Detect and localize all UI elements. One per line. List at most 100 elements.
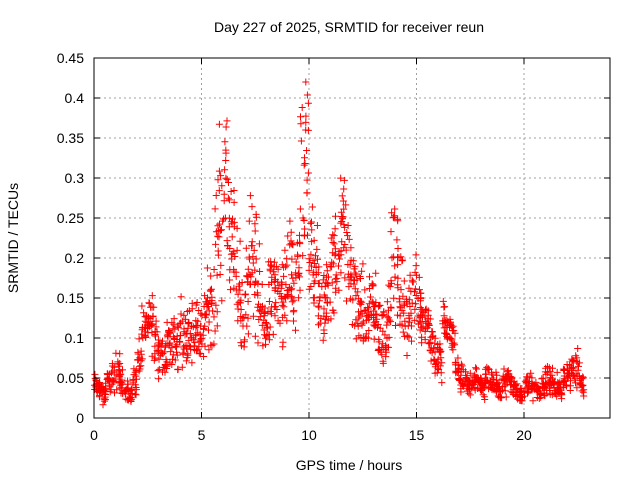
data-point <box>400 309 408 317</box>
data-point <box>180 343 187 351</box>
data-point <box>412 251 420 259</box>
data-point <box>549 364 556 372</box>
data-point <box>329 239 337 246</box>
data-point <box>259 302 266 310</box>
y-tick-label: 0.15 <box>57 290 84 306</box>
data-point <box>200 353 208 360</box>
data-point <box>232 286 240 294</box>
data-point <box>267 310 275 318</box>
data-point <box>365 300 373 308</box>
data-point <box>283 317 291 325</box>
data-point <box>269 268 277 276</box>
data-point <box>310 236 318 244</box>
data-point <box>438 359 446 367</box>
data-point <box>151 354 159 362</box>
data-point <box>255 240 263 248</box>
data-point <box>537 390 545 397</box>
data-point <box>288 255 296 263</box>
data-point <box>405 296 413 304</box>
data-point <box>401 322 409 330</box>
data-point <box>212 240 220 248</box>
data-point <box>226 276 234 284</box>
data-point <box>345 283 353 291</box>
data-point <box>301 225 309 233</box>
data-point <box>569 371 577 379</box>
data-point <box>266 267 274 275</box>
data-point <box>126 387 134 395</box>
data-point <box>302 78 310 86</box>
data-point <box>436 362 444 370</box>
data-point <box>406 271 414 279</box>
data-point <box>394 245 402 252</box>
data-point <box>247 273 255 281</box>
data-point <box>286 217 294 225</box>
x-tick-label: 15 <box>409 427 425 443</box>
data-point <box>290 296 298 304</box>
data-point <box>536 390 544 398</box>
data-point <box>258 321 266 329</box>
data-point <box>373 315 381 323</box>
data-point <box>368 280 376 288</box>
data-point <box>457 371 465 379</box>
data-point <box>161 348 169 356</box>
data-point <box>439 297 447 305</box>
data-point <box>214 232 222 240</box>
data-point <box>171 356 179 364</box>
data-point <box>432 360 440 368</box>
y-tick-label: 0.2 <box>65 250 85 266</box>
data-point <box>188 359 196 367</box>
data-point <box>222 157 230 164</box>
data-point <box>255 300 262 308</box>
data-point <box>481 365 489 373</box>
data-point <box>109 377 117 385</box>
data-point <box>233 300 241 308</box>
data-point <box>339 197 347 205</box>
data-point <box>155 355 163 363</box>
data-point <box>342 246 350 254</box>
data-point <box>363 316 371 324</box>
data-point <box>119 366 126 374</box>
data-point <box>356 299 364 307</box>
data-point <box>233 246 241 254</box>
data-point <box>303 147 311 154</box>
data-point <box>285 286 293 294</box>
data-point <box>283 261 291 269</box>
data-point <box>195 307 203 314</box>
x-tick-label: 5 <box>198 427 206 443</box>
data-point <box>352 271 360 279</box>
data-point <box>295 294 303 302</box>
data-point <box>230 198 238 206</box>
grid-layer <box>94 58 610 418</box>
data-point <box>129 377 137 385</box>
data-point <box>272 299 280 307</box>
data-point <box>290 317 297 325</box>
data-point <box>246 192 254 200</box>
data-point <box>214 251 222 259</box>
data-point <box>542 370 550 378</box>
data-point <box>109 362 117 370</box>
data-point <box>256 268 264 275</box>
data-point <box>477 375 485 383</box>
data-point <box>148 320 156 328</box>
data-point <box>411 285 419 293</box>
data-point <box>272 276 279 284</box>
data-point <box>296 205 304 213</box>
data-point <box>177 293 185 301</box>
data-point <box>306 259 314 266</box>
data-point <box>256 313 264 321</box>
data-point <box>308 203 316 211</box>
data-point <box>217 261 225 269</box>
data-point <box>493 371 501 379</box>
data-point <box>426 315 434 323</box>
data-point <box>224 194 232 202</box>
data-point <box>267 258 275 266</box>
data-point <box>300 217 308 224</box>
data-point <box>412 300 420 308</box>
data-point <box>182 315 190 323</box>
data-point <box>174 324 182 332</box>
data-point <box>369 307 377 315</box>
data-point <box>213 322 221 330</box>
data-point <box>331 245 339 253</box>
data-point <box>567 377 574 385</box>
